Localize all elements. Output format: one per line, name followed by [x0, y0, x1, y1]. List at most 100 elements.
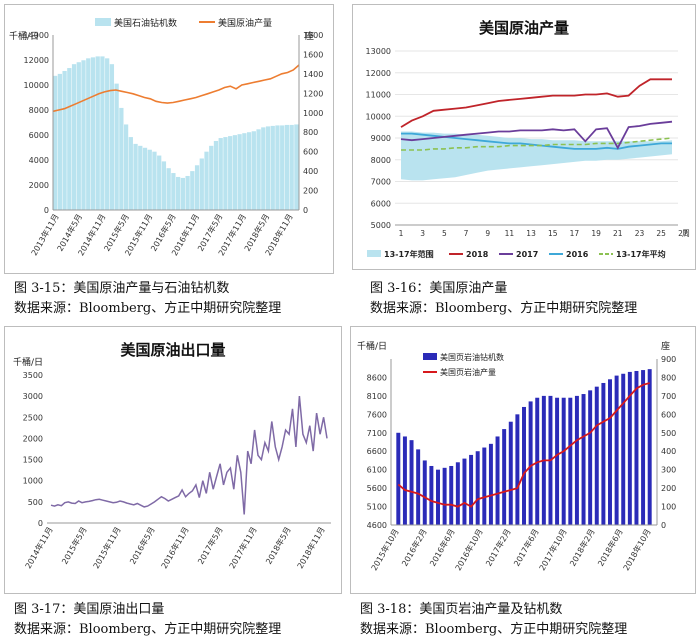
shale-rig-bar: [429, 465, 434, 525]
series-2017-line: [400, 120, 673, 150]
rig-count-bar: [204, 151, 209, 210]
y-tick-label: 2000: [23, 434, 43, 443]
rig-count-bar: [53, 75, 58, 210]
rig-count-bar: [109, 64, 115, 210]
right-tick-label: 300: [661, 466, 676, 475]
x-tick-label: 2017年5月: [195, 525, 224, 566]
rig-count-bar: [180, 177, 185, 210]
left-tick-label: 14000: [24, 31, 49, 40]
rig-count-bar: [194, 165, 200, 210]
chart-panel-fig15: 美国石油钻机数 美国原油产量 千桶/日座 0 2000 4000 6000 8000 10000…: [4, 4, 334, 274]
rig-count-bar: [232, 135, 238, 210]
legend-label-2018: 2018: [466, 250, 489, 259]
left-tick-label: 8100: [367, 392, 387, 401]
shale-rig-bar: [455, 462, 460, 525]
y-tick-label: 2500: [23, 413, 43, 422]
x-tick-label: 2018年5月: [263, 525, 292, 566]
shale-rig-bar: [488, 443, 493, 525]
rig-count-bar: [289, 124, 294, 210]
rig-count-bar: [166, 168, 171, 210]
right-tick-label: 600: [661, 410, 676, 419]
x-tick-label: 23: [635, 229, 645, 238]
source-fig17: 数据来源：Bloomberg、方正中期研究院整理: [14, 622, 282, 637]
x-tick-label: 11: [505, 229, 515, 238]
legend-label-rig: 美国页岩油钻机数: [440, 352, 504, 362]
rig-count-bar: [161, 161, 167, 210]
rig-count-bar: [114, 83, 119, 210]
y-tick-label: 9000: [371, 134, 391, 143]
y-tick-label: 11000: [366, 91, 391, 100]
left-axis-unit: 千桶/日: [357, 340, 387, 352]
x-tick-label: 2017年11月: [227, 525, 259, 570]
shale-rig-bar: [561, 397, 566, 525]
right-tick-label: 100: [661, 503, 676, 512]
x-tick-label: 2015年11月: [91, 525, 123, 570]
rig-count-bar: [133, 143, 138, 210]
x-tick-label: 2016年10月: [453, 527, 485, 572]
rig-count-bar: [218, 138, 223, 210]
right-tick-label: 800: [303, 128, 318, 137]
right-tick-label: 200: [661, 484, 676, 493]
rig-count-bar: [62, 70, 67, 210]
x-tick-label: 2015年10月: [369, 527, 401, 572]
shale-rig-bar: [647, 369, 652, 525]
x-tick-label: 2014年11月: [23, 525, 55, 570]
legend-label-rig: 美国石油钻机数: [114, 17, 177, 29]
right-tick-label: 0: [661, 521, 666, 530]
legend-label-range: 13-17年范围: [384, 249, 434, 259]
shale-rig-bar: [462, 458, 467, 525]
source-fig18: 数据来源：Bloomberg、方正中期研究院整理: [360, 622, 628, 637]
legend-swatch-rig: [95, 18, 111, 26]
source-fig15: 数据来源：Bloomberg、方正中期研究院整理: [14, 301, 282, 316]
left-tick-label: 0: [44, 206, 49, 215]
shale-rig-bar: [402, 436, 407, 525]
y-axis-unit: 千桶/日: [13, 356, 43, 368]
y-tick-label: 1000: [23, 477, 43, 486]
caption-fig16: 图 3-16：美国原油产量: [370, 281, 508, 296]
x-tick-label: 25: [656, 229, 666, 238]
rig-count-bar: [223, 137, 228, 210]
left-tick-label: 6100: [367, 466, 387, 475]
shale-rig-bar: [621, 373, 626, 525]
left-tick-label: 12000: [24, 56, 49, 65]
rig-count-bar: [275, 125, 280, 210]
rig-count-bar: [261, 127, 266, 210]
source-fig16: 数据来源：Bloomberg、方正中期研究院整理: [370, 301, 638, 316]
x-tick-label: 2016年5月: [127, 525, 156, 566]
rig-count-bar: [246, 132, 252, 210]
shale-rig-bar: [422, 460, 427, 525]
shale-rig-bar: [508, 421, 513, 525]
shale-production-line: [397, 382, 650, 508]
rig-count-bar: [119, 107, 124, 210]
shale-rig-bar: [601, 382, 606, 525]
shale-rig-bar: [594, 386, 599, 525]
rig-count-bar: [157, 155, 162, 210]
right-tick-label: 900: [661, 355, 676, 364]
rig-count-bar: [242, 133, 247, 210]
rig-count-bar: [100, 56, 105, 211]
right-axis-unit: 座: [305, 30, 314, 42]
rig-count-bar: [138, 145, 143, 210]
rig-count-bar: [152, 151, 157, 210]
rig-count-bar: [76, 62, 81, 210]
right-tick-label: 0: [303, 206, 308, 215]
shale-rig-bar: [588, 390, 593, 525]
rig-count-bar: [171, 173, 176, 210]
shale-rig-bar: [608, 379, 612, 525]
x-tick-label: 9: [485, 229, 490, 238]
shale-rig-bar: [469, 454, 474, 525]
x-tick-label: 19: [591, 229, 601, 238]
rig-count-bar: [67, 68, 72, 210]
left-axis-unit: 千桶/日: [9, 30, 39, 42]
x-axis-label: 周: [682, 229, 690, 238]
x-tick-label: 2018年6月: [595, 527, 624, 568]
shale-rig-bar: [528, 401, 533, 525]
chart-title: 美国原油产量: [479, 19, 569, 37]
shale-rig-bar: [555, 397, 560, 525]
x-tick-label: 2018年2月: [567, 527, 596, 568]
rig-count-bar: [265, 126, 271, 210]
rig-count-bar: [213, 140, 219, 210]
legend-label-2016: 2016: [566, 250, 589, 259]
x-tick-label: 2016年6月: [427, 527, 456, 568]
